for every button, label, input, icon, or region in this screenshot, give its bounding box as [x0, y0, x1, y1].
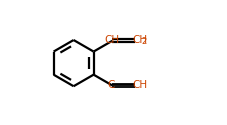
Text: CH: CH	[104, 35, 119, 45]
Text: CH: CH	[132, 80, 147, 90]
Text: 2: 2	[142, 38, 147, 46]
Text: CH: CH	[132, 35, 148, 45]
Text: C: C	[108, 80, 115, 90]
